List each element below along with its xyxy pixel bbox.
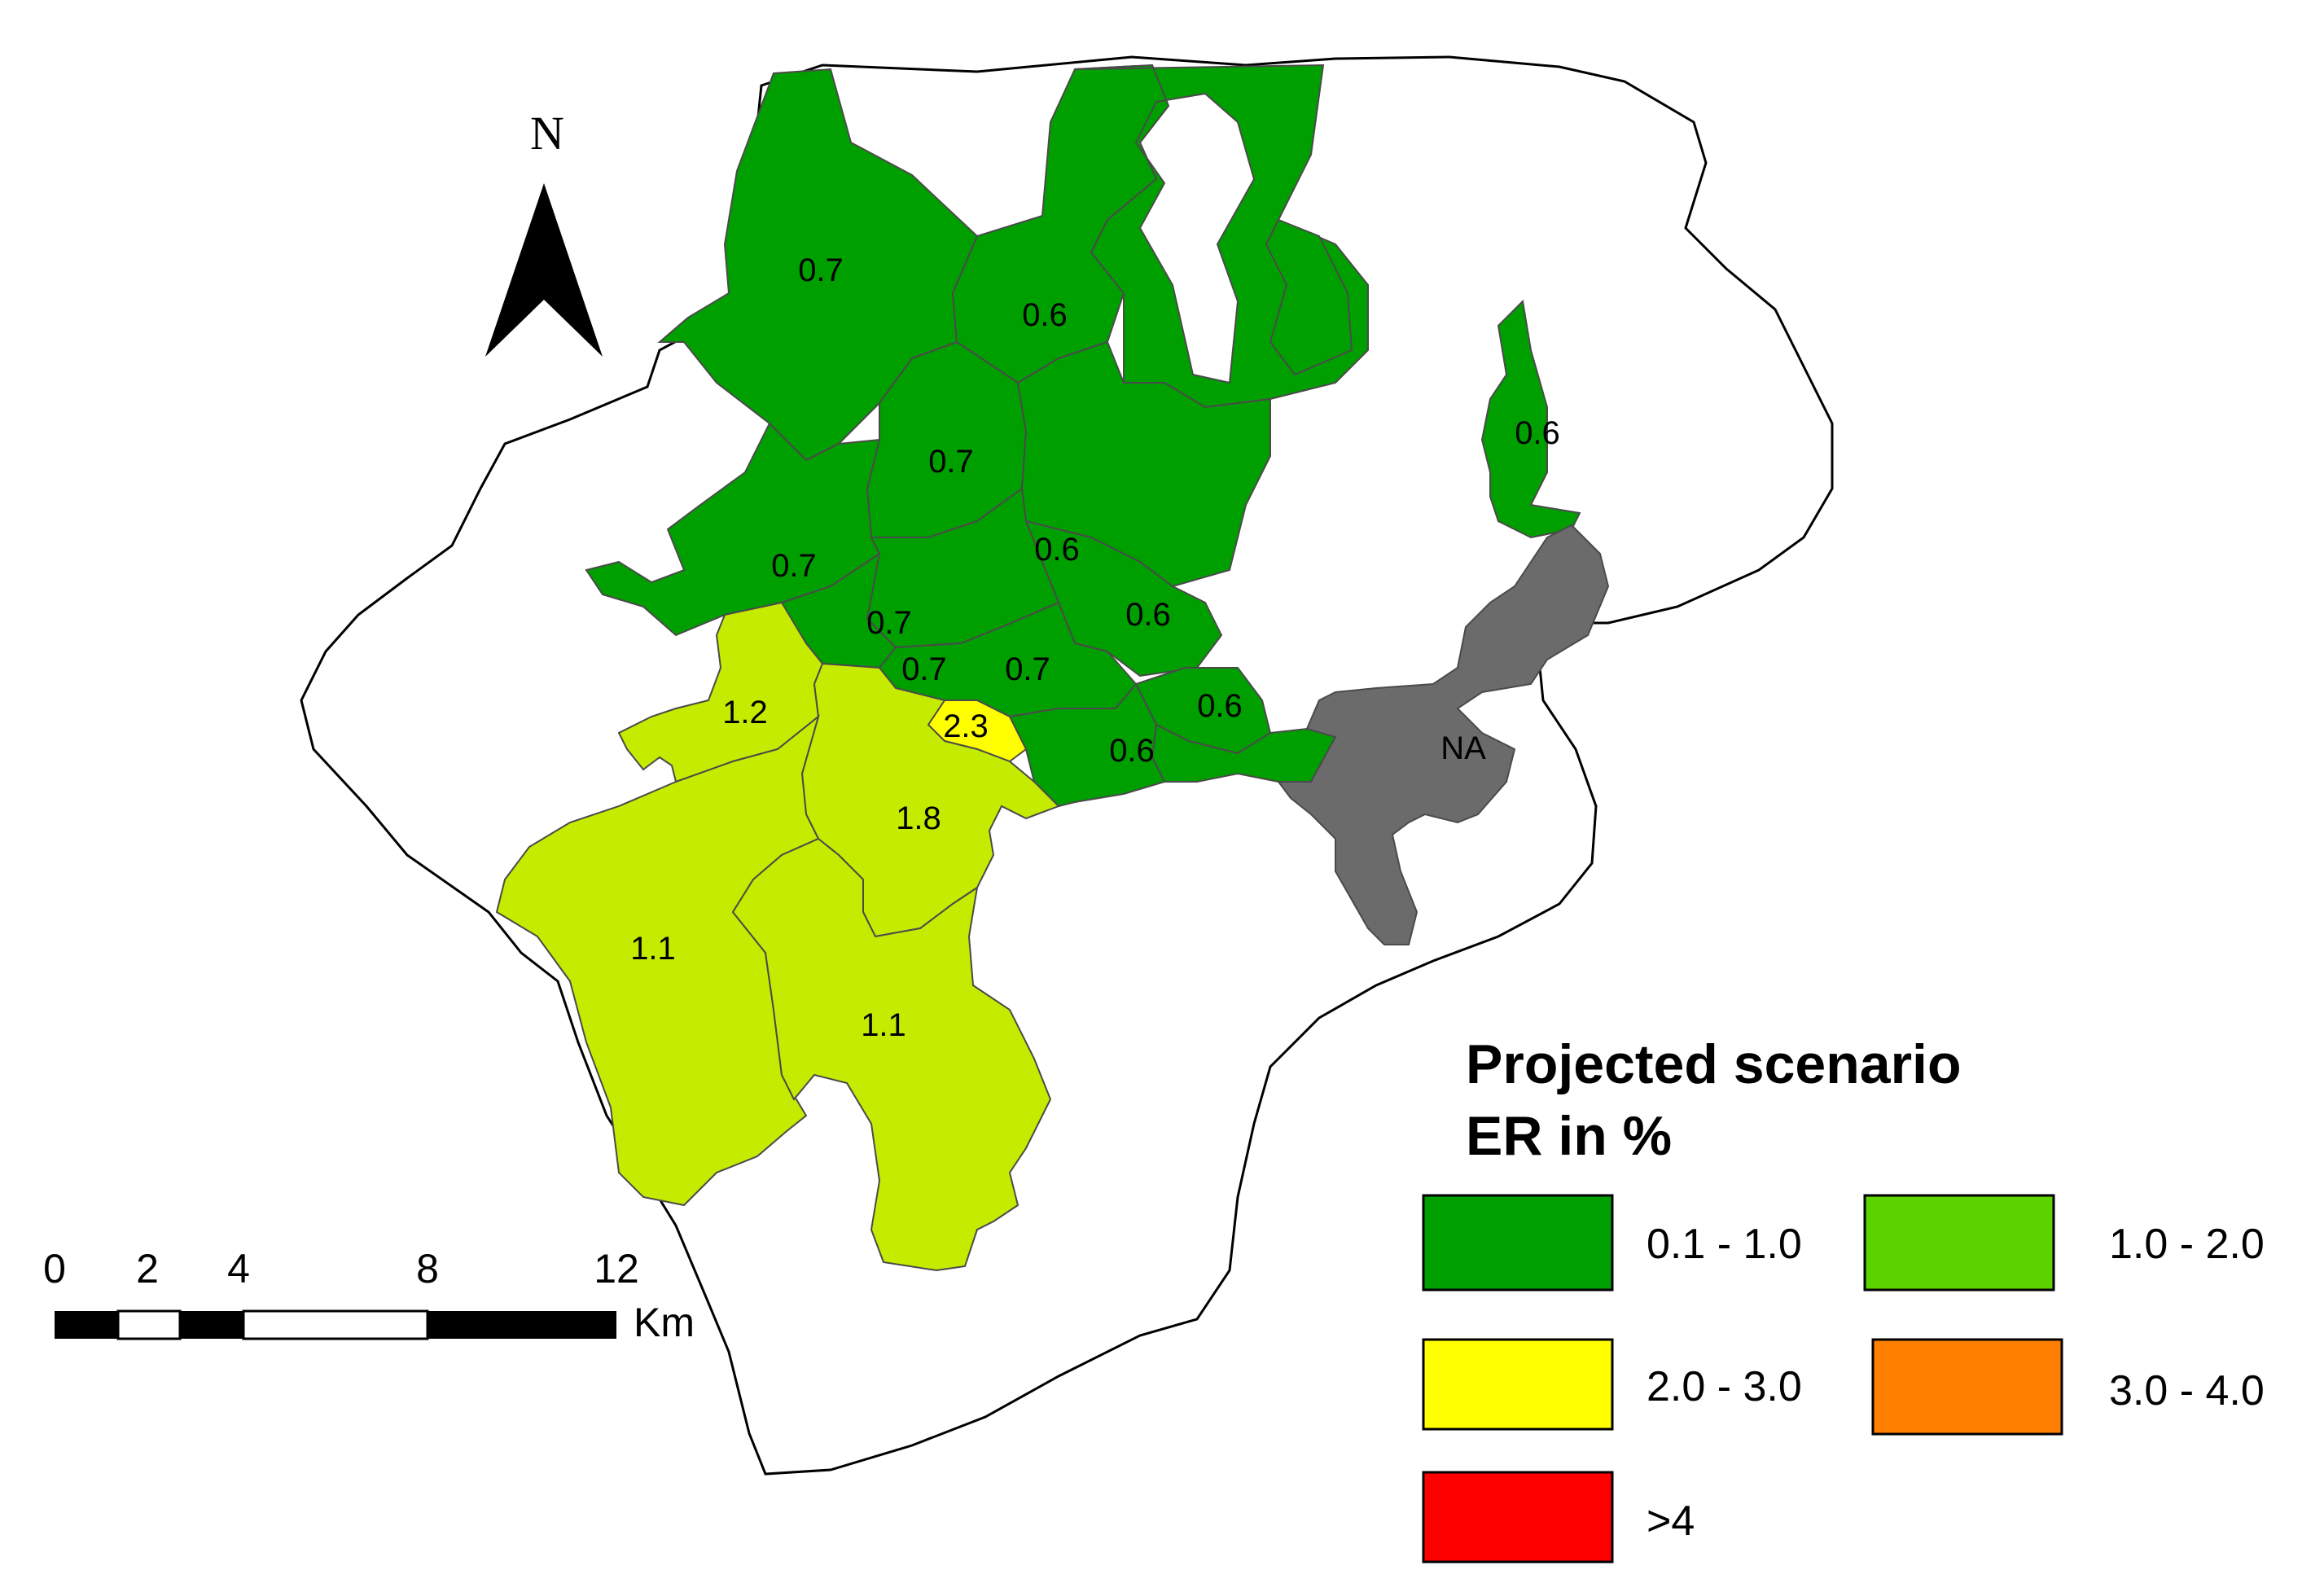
legend-label: 1.0 - 2.0: [2109, 1221, 2265, 1268]
map-region[interactable]: [495, 714, 820, 1207]
region-label: 2.3: [943, 708, 989, 744]
scale-tick-label: 8: [416, 1246, 439, 1292]
light-zones: [495, 601, 1060, 1272]
legend: Projected scenario ER in % 0.1 - 1.0 1.0…: [1422, 1033, 2265, 1563]
legend-label: 3.0 - 4.0: [2109, 1367, 2265, 1414]
region-labels: 0.7 0.6 0.7 0.6 0.7 0.6 0.6 0.7 0.7 0.7 …: [630, 252, 1560, 1043]
map-region[interactable]: [1480, 299, 1581, 539]
scale-segment: [180, 1311, 243, 1339]
legend-swatch: [1422, 1338, 1614, 1431]
map-region[interactable]: [1277, 524, 1610, 945]
scale-tick-label: 12: [594, 1246, 639, 1292]
region-label: 0.6: [1515, 415, 1560, 451]
region-label: NA: [1440, 730, 1486, 766]
legend-label: >4: [1647, 1498, 1695, 1545]
scale-segment: [55, 1311, 118, 1339]
legend-swatch: [1871, 1338, 2063, 1436]
north-arrow-icon: [485, 183, 603, 357]
legend-swatch: [1422, 1471, 1614, 1563]
scale-tick-label: 0: [43, 1246, 66, 1292]
map-region[interactable]: [1265, 218, 1353, 376]
scale-segment: [428, 1311, 616, 1339]
region-label: 0.6: [1125, 597, 1171, 633]
region-label: 0.7: [866, 605, 912, 641]
region-label: 0.7: [928, 444, 974, 480]
scale-tick-label: 4: [227, 1246, 250, 1292]
region-label: 0.6: [1022, 297, 1068, 333]
region-label: 1.8: [896, 800, 941, 836]
region-label: 0.6: [1034, 532, 1080, 568]
legend-label: 0.1 - 1.0: [1647, 1221, 1802, 1268]
region-label: 0.6: [1197, 688, 1243, 724]
scale-unit: Km: [634, 1300, 695, 1345]
region-label: 0.6: [1109, 733, 1155, 769]
north-arrow: N: [485, 107, 603, 357]
scale-segment: [242, 1309, 429, 1340]
region-label: 0.7: [1005, 651, 1050, 687]
region-label: 0.7: [798, 252, 844, 288]
region-label: 1.1: [630, 931, 676, 967]
legend-swatch: [1863, 1194, 2055, 1292]
region-label: 1.2: [722, 695, 768, 730]
north-label: N: [530, 107, 564, 160]
legend-label: 2.0 - 3.0: [1647, 1363, 1802, 1410]
region-label: 0.7: [901, 651, 947, 687]
map-region[interactable]: [731, 837, 1052, 1272]
legend-title-line1: Projected scenario: [1466, 1033, 1961, 1095]
green-zones: [585, 64, 1581, 808]
legend-title-line2: ER in %: [1466, 1105, 1672, 1167]
scale-tick-label: 2: [136, 1246, 159, 1292]
region-label: 1.1: [861, 1007, 906, 1043]
scale-bar: 0 2 4 8 12 Km: [43, 1246, 695, 1345]
scale-segment: [116, 1309, 182, 1340]
region-label: 0.7: [771, 548, 817, 584]
legend-swatch: [1422, 1194, 1614, 1292]
